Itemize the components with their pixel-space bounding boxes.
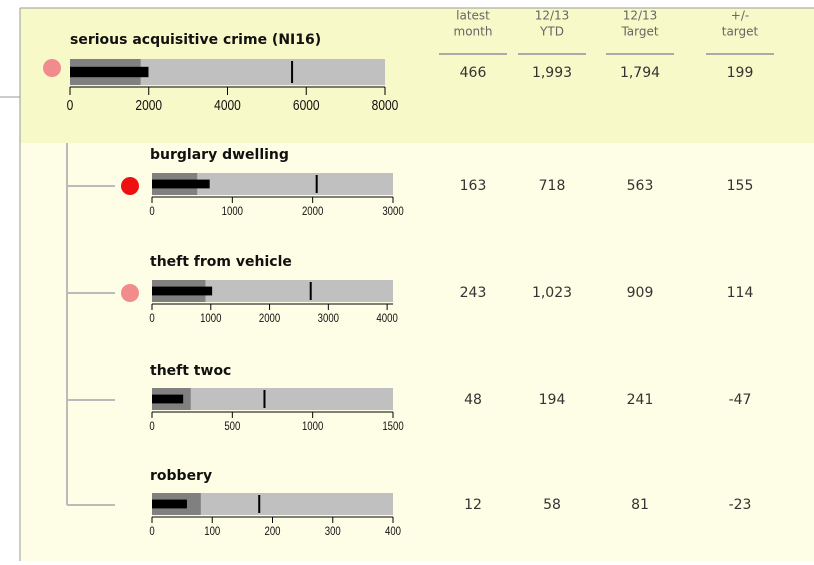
column-header: YTD — [539, 25, 564, 39]
table-cell: 155 — [727, 178, 754, 194]
table-cell: 718 — [539, 178, 566, 194]
tick-label: 2000 — [135, 97, 162, 114]
column-header: month — [454, 25, 493, 39]
table-cell: 563 — [627, 178, 654, 194]
bullet-range — [152, 280, 393, 302]
column-header: +/- — [731, 9, 749, 23]
tick-label: 4000 — [214, 97, 241, 114]
table-cell: 58 — [543, 497, 561, 513]
table-cell: 1,794 — [620, 65, 660, 81]
tick-label: 0 — [149, 420, 154, 433]
tick-label: 6000 — [293, 97, 320, 114]
tick-label: 2000 — [259, 312, 280, 325]
tick-label: 1000 — [200, 312, 221, 325]
table-cell: 243 — [460, 285, 487, 301]
bullet-bar — [152, 286, 213, 296]
tick-label: 500 — [224, 420, 240, 433]
table-cell: 12 — [464, 497, 482, 513]
tick-label: 3000 — [318, 312, 339, 325]
column-header: target — [722, 25, 759, 39]
status-dot — [121, 177, 139, 195]
bullet-range — [152, 173, 393, 195]
item-name: robbery — [150, 468, 212, 484]
status-dot — [43, 59, 61, 77]
tick-label: 2000 — [302, 205, 323, 218]
column-header: 12/13 — [535, 9, 570, 23]
table-cell: 48 — [464, 392, 482, 408]
tick-label: 200 — [264, 525, 280, 538]
column-header: Target — [620, 25, 658, 39]
item-name: burglary dwelling — [150, 147, 289, 163]
column-header: 12/13 — [623, 9, 658, 23]
bullet-bar — [152, 179, 210, 189]
tick-label: 100 — [204, 525, 220, 538]
tick-label: 0 — [149, 205, 154, 218]
table-cell: -23 — [729, 497, 752, 513]
tick-label: 0 — [67, 97, 74, 114]
tick-label: 1000 — [302, 420, 323, 433]
bullet-bar — [152, 499, 187, 509]
table-cell: 163 — [460, 178, 487, 194]
bullet-bar — [70, 66, 149, 78]
table-cell: 1,023 — [532, 285, 572, 301]
item-name: serious acquisitive crime (NI16) — [70, 32, 321, 48]
status-dot — [121, 284, 139, 302]
tick-label: 300 — [325, 525, 341, 538]
table-cell: 199 — [727, 65, 754, 81]
tick-label: 3000 — [382, 205, 403, 218]
bullet-bar — [152, 394, 184, 404]
tick-label: 400 — [385, 525, 401, 538]
bullet-range — [152, 493, 393, 515]
table-cell: 1,993 — [532, 65, 572, 81]
tick-label: 1500 — [382, 420, 403, 433]
table-cell: 81 — [631, 497, 649, 513]
tick-label: 0 — [149, 525, 154, 538]
table-cell: 466 — [460, 65, 487, 81]
tick-label: 1000 — [222, 205, 243, 218]
tick-label: 8000 — [372, 97, 399, 114]
table-cell: 194 — [539, 392, 566, 408]
table-cell: 114 — [727, 285, 754, 301]
table-cell: 241 — [627, 392, 654, 408]
tick-label: 0 — [149, 312, 154, 325]
item-name: theft twoc — [150, 363, 231, 379]
table-cell: -47 — [729, 392, 752, 408]
column-header: latest — [456, 9, 490, 23]
item-name: theft from vehicle — [150, 254, 292, 270]
tick-label: 4000 — [376, 312, 397, 325]
table-cell: 909 — [627, 285, 654, 301]
bullet-range — [152, 388, 393, 410]
